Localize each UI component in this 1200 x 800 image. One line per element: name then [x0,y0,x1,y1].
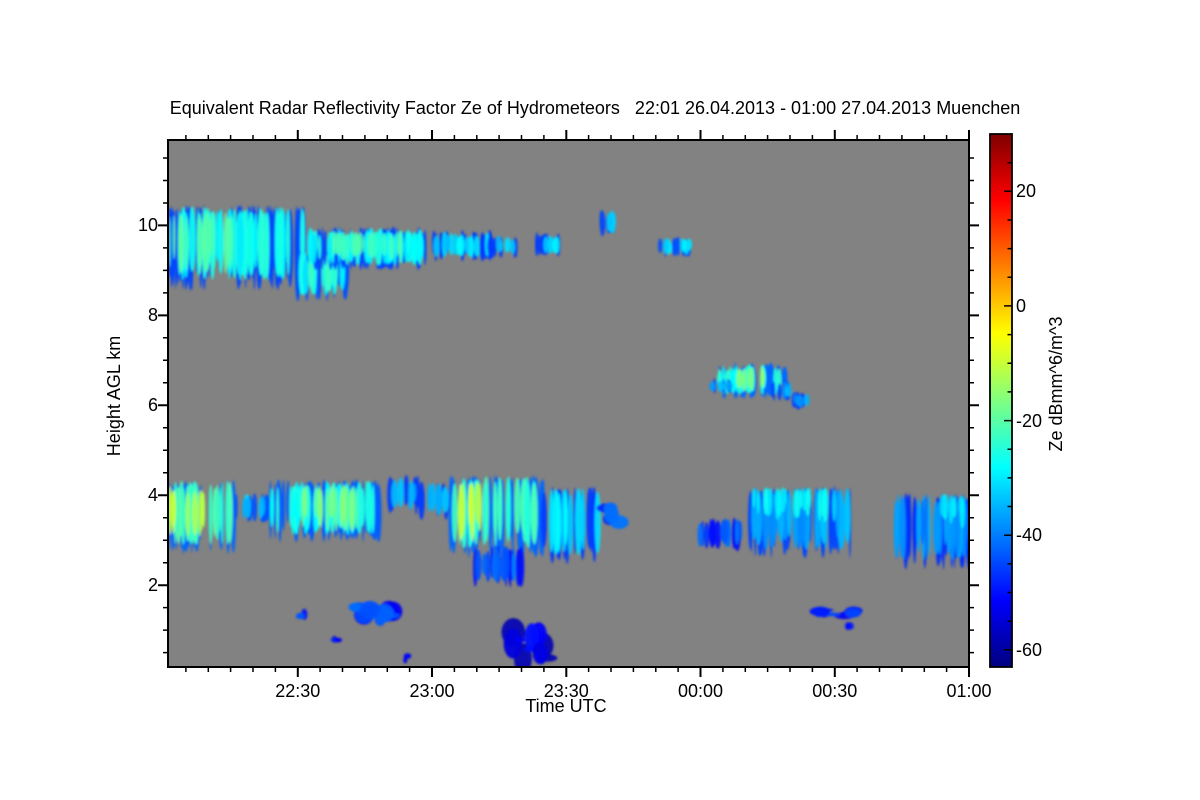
colorbar-tick-label-20: 20 [1016,181,1037,202]
chart-title: Equivalent Radar Reflectivity Factor Ze … [169,98,1021,118]
y-tick-label-4: 4 [147,485,158,506]
colorbar-frame [989,133,1013,668]
x-tick-label-22:30: 22:30 [275,681,321,701]
x-tick-label-23:30: 23:30 [543,681,589,701]
plot-frame [167,139,970,668]
colorbar-tick-label-0: 0 [1016,295,1027,316]
echo-layer [168,205,969,667]
y-tick-label-8: 8 [147,305,158,326]
x-tick-label-00:00: 00:00 [677,681,724,701]
x-tick-label-01:00: 01:00 [946,681,992,701]
x-tick-label-23:00: 23:00 [409,681,455,701]
colorbar-tick-label--60: -60 [1016,639,1043,660]
y-axis-title: Height AGL km [104,335,124,457]
colorbar-gradient [990,134,1012,667]
axis-minor-ticks [163,135,974,672]
y-tick-label-6: 6 [147,395,158,416]
axis-major-ticks [158,130,979,677]
colorbar-title: Ze dBmm^6/m^3 [1046,316,1066,452]
y-tick-label-10: 10 [137,215,158,236]
x-axis-title: Time UTC [525,696,607,716]
colorbar-ticks [1004,161,1012,651]
y-tick-label-2: 2 [147,575,158,596]
colorbar-tick-label--20: -20 [1016,410,1043,431]
x-tick-label-00:30: 00:30 [812,681,858,701]
colorbar-tick-label--40: -40 [1016,525,1043,546]
